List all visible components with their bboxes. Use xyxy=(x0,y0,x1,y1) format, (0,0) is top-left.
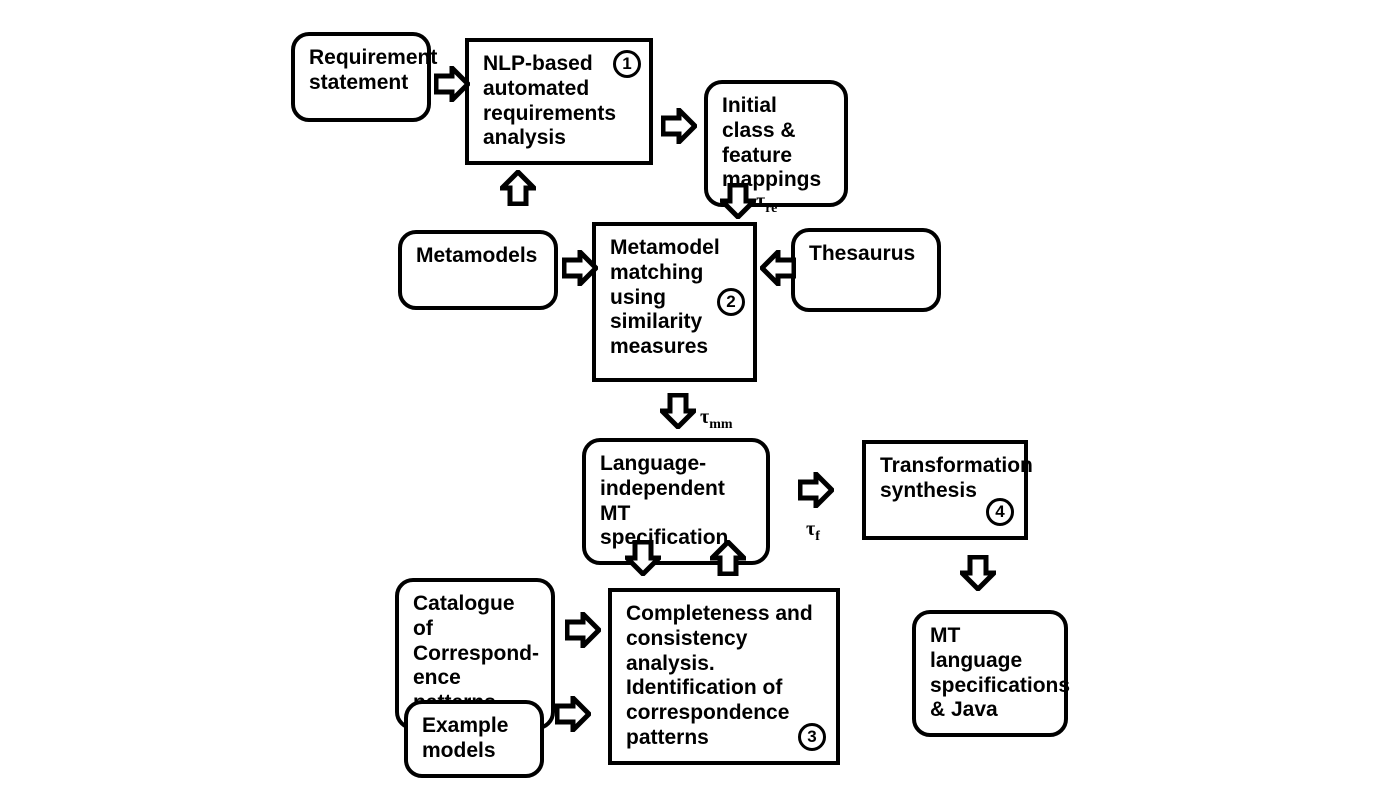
node-label: Catalogue of Correspond-ence patterns xyxy=(413,592,539,714)
edge-label: τre xyxy=(756,190,777,217)
node-nlp: NLP-based automated requirements analysi… xyxy=(465,38,653,165)
node-label: Example models xyxy=(422,714,508,762)
arrow-analysis-to-langspec xyxy=(710,540,746,576)
step-badge-3: 3 xyxy=(798,723,826,751)
arrow-thesaurus-to-matching xyxy=(760,250,796,286)
arrow-langspec-to-analysis xyxy=(625,540,661,576)
node-label: Metamodels xyxy=(416,244,537,267)
arrow-nlp-to-initial xyxy=(661,108,697,144)
node-label: NLP-based automated requirements analysi… xyxy=(483,52,616,149)
arrow-meta-to-matching xyxy=(562,250,598,286)
arrow-matching-to-langspec xyxy=(660,393,696,429)
node-example: Example models xyxy=(404,700,544,778)
arrow-catalogue-to-analysis xyxy=(565,612,601,648)
step-badge-1: 1 xyxy=(613,50,641,78)
node-matching: Metamodel matching using similarity meas… xyxy=(592,222,757,382)
node-label: Transformation synthesis xyxy=(880,454,1033,502)
node-label: Metamodel matching using similarity meas… xyxy=(610,236,720,358)
node-label: Initial class & feature mappings xyxy=(722,94,821,191)
step-badge-4: 4 xyxy=(986,498,1014,526)
arrow-synth-to-mtlang xyxy=(960,555,996,591)
node-req: Requirement statement xyxy=(291,32,431,122)
node-meta: Metamodels xyxy=(398,230,558,310)
node-label: MT language specifications & Java xyxy=(930,624,1070,721)
node-label: Language-independent MT specification xyxy=(600,452,728,549)
arrow-initial-to-matching xyxy=(720,183,756,219)
edge-label: τf xyxy=(806,518,820,545)
arrow-req-to-nlp xyxy=(434,66,470,102)
node-label: Thesaurus xyxy=(809,242,915,265)
edge-label: τmm xyxy=(700,406,733,433)
node-thesaurus: Thesaurus xyxy=(791,228,941,312)
arrow-meta-to-nlp xyxy=(500,170,536,206)
arrow-langspec-to-synth xyxy=(798,472,834,508)
arrow-example-to-analysis xyxy=(555,696,591,732)
node-synth: Transformation synthesis4 xyxy=(862,440,1028,540)
node-mtlang: MT language specifications & Java xyxy=(912,610,1068,737)
node-analysis: Completeness and consistency analysis. I… xyxy=(608,588,840,765)
node-label: Requirement statement xyxy=(309,46,437,94)
step-badge-2: 2 xyxy=(717,288,745,316)
node-label: Completeness and consistency analysis. I… xyxy=(626,602,813,749)
